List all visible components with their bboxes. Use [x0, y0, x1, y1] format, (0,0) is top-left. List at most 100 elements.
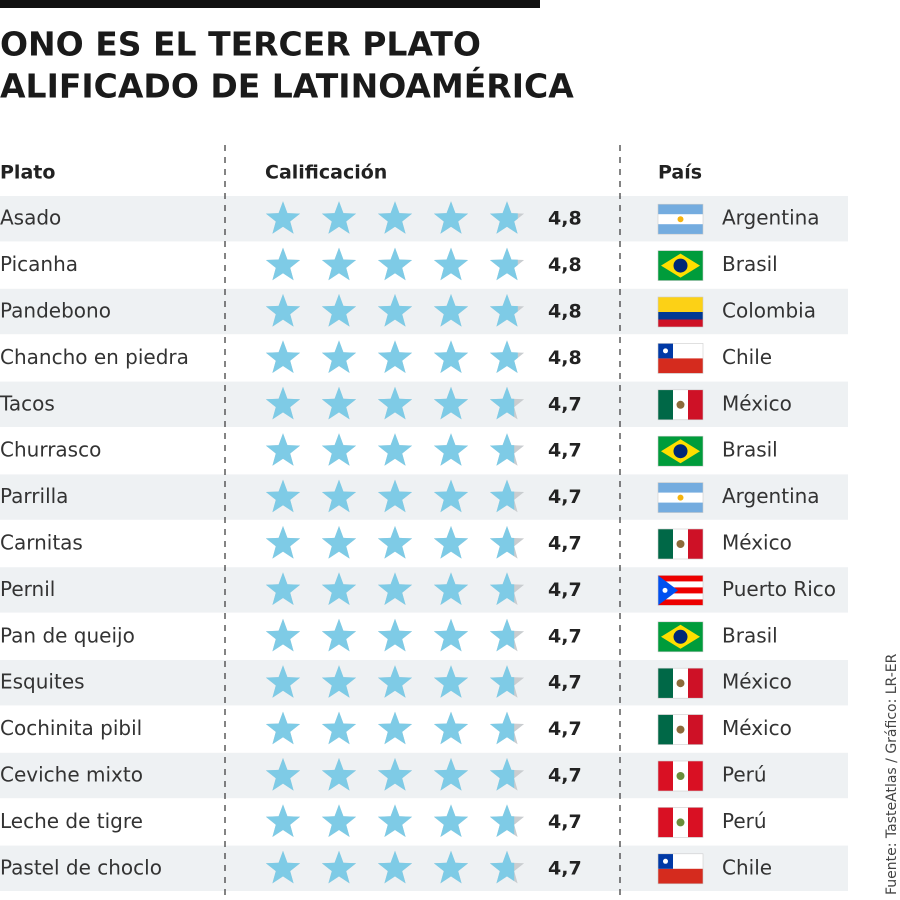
star — [489, 201, 525, 234]
flag-border — [657, 760, 704, 792]
star — [321, 526, 357, 559]
star — [265, 711, 301, 745]
star-fill — [321, 340, 357, 373]
rating: 4,7 — [548, 811, 582, 833]
star — [433, 247, 469, 281]
star-fill — [433, 201, 469, 234]
star-fill — [377, 711, 413, 745]
flag — [658, 343, 703, 374]
star — [433, 711, 469, 745]
rating: 4,8 — [548, 301, 582, 323]
star-fill — [377, 665, 413, 698]
country: Argentina — [722, 484, 820, 508]
star-fill — [377, 433, 413, 466]
rating: 4,7 — [548, 718, 582, 740]
star — [489, 526, 525, 559]
star-fill — [433, 665, 469, 698]
star — [377, 711, 413, 745]
star-fill — [265, 294, 301, 327]
star — [433, 665, 469, 698]
star-fill — [433, 572, 469, 605]
flag-border — [657, 853, 704, 885]
star — [265, 804, 301, 837]
star — [433, 479, 469, 513]
row-background — [0, 474, 848, 520]
flag-border — [657, 203, 704, 235]
star-fill — [321, 850, 357, 884]
flag-border — [657, 435, 704, 467]
country: Argentina — [722, 206, 820, 230]
star-fill — [321, 386, 357, 420]
flag — [658, 204, 703, 235]
flag — [658, 853, 703, 884]
row-background — [0, 196, 848, 242]
flag-border — [657, 296, 704, 328]
title: ALIFICADO DE LATINOAMÉRICA — [0, 66, 574, 106]
flag — [658, 436, 703, 467]
star-fill — [265, 247, 301, 281]
title: ONO ES EL TERCER PLATO — [0, 25, 481, 64]
star — [265, 618, 301, 652]
star-fill — [265, 804, 301, 837]
star — [489, 340, 525, 373]
star-fill — [433, 526, 469, 559]
row-background — [0, 660, 848, 706]
flag — [658, 714, 703, 745]
star — [265, 850, 301, 884]
star — [377, 665, 413, 698]
row-background — [0, 567, 848, 613]
country: Colombia — [722, 299, 816, 323]
star-fill — [265, 340, 301, 373]
star — [433, 386, 469, 420]
star — [433, 433, 469, 466]
flag — [658, 761, 703, 791]
star — [321, 804, 357, 837]
star-fill — [321, 758, 357, 791]
dish: Cochinita pibil — [0, 716, 142, 740]
star-fill — [433, 850, 469, 884]
star — [489, 433, 525, 466]
star-fill — [489, 526, 515, 559]
star — [321, 340, 357, 373]
rating: 4,8 — [548, 208, 582, 230]
rating: 4,7 — [548, 625, 582, 647]
star — [433, 340, 469, 373]
star — [321, 665, 357, 698]
star-fill — [433, 294, 469, 327]
star-fill — [377, 804, 413, 837]
rating: 4,8 — [548, 347, 582, 369]
country: Chile — [722, 345, 772, 369]
flag-border — [657, 807, 704, 838]
star — [321, 618, 357, 652]
star-fill — [433, 479, 469, 513]
star — [489, 618, 525, 652]
star — [489, 572, 525, 605]
star — [265, 247, 301, 281]
rating: 4,7 — [548, 440, 582, 462]
rating: 4,7 — [548, 579, 582, 601]
column-header: País — [658, 162, 702, 184]
star — [433, 804, 469, 837]
star-fill — [265, 758, 301, 791]
star — [433, 618, 469, 652]
star-fill — [265, 479, 301, 513]
row-background — [0, 845, 848, 891]
star-fill — [321, 665, 357, 698]
star-fill — [321, 433, 357, 466]
star-fill — [377, 850, 413, 884]
flag-border — [657, 667, 704, 699]
dish: Ceviche mixto — [0, 763, 143, 787]
star-fill — [321, 479, 357, 513]
dish: Asado — [0, 206, 61, 230]
rating: 4,8 — [548, 254, 582, 276]
star-fill — [489, 479, 515, 513]
flag — [658, 482, 703, 513]
country: Perú — [722, 763, 767, 787]
flag — [658, 297, 703, 327]
star-fill — [433, 804, 469, 837]
star — [377, 572, 413, 605]
star-fill — [321, 247, 357, 281]
star — [377, 526, 413, 559]
star-fill — [489, 850, 515, 884]
